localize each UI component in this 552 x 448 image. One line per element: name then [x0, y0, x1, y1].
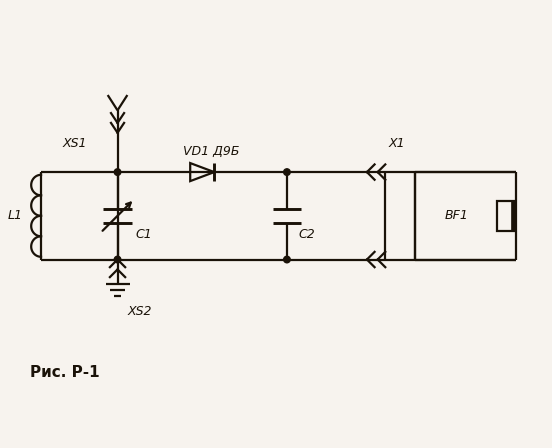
Text: VD1 Д9Б: VD1 Д9Б — [183, 145, 240, 158]
Text: XS1: XS1 — [63, 137, 87, 150]
Circle shape — [114, 256, 121, 263]
Text: C2: C2 — [299, 228, 316, 241]
Text: BF1: BF1 — [444, 209, 468, 222]
Bar — [497, 201, 514, 231]
Circle shape — [284, 256, 290, 263]
Text: X1: X1 — [389, 137, 406, 150]
Circle shape — [114, 169, 121, 175]
Text: XS2: XS2 — [128, 305, 152, 318]
Text: L1: L1 — [7, 209, 22, 222]
Text: C1: C1 — [135, 228, 152, 241]
Text: Рис. Р-1: Рис. Р-1 — [30, 365, 100, 380]
Circle shape — [284, 169, 290, 175]
